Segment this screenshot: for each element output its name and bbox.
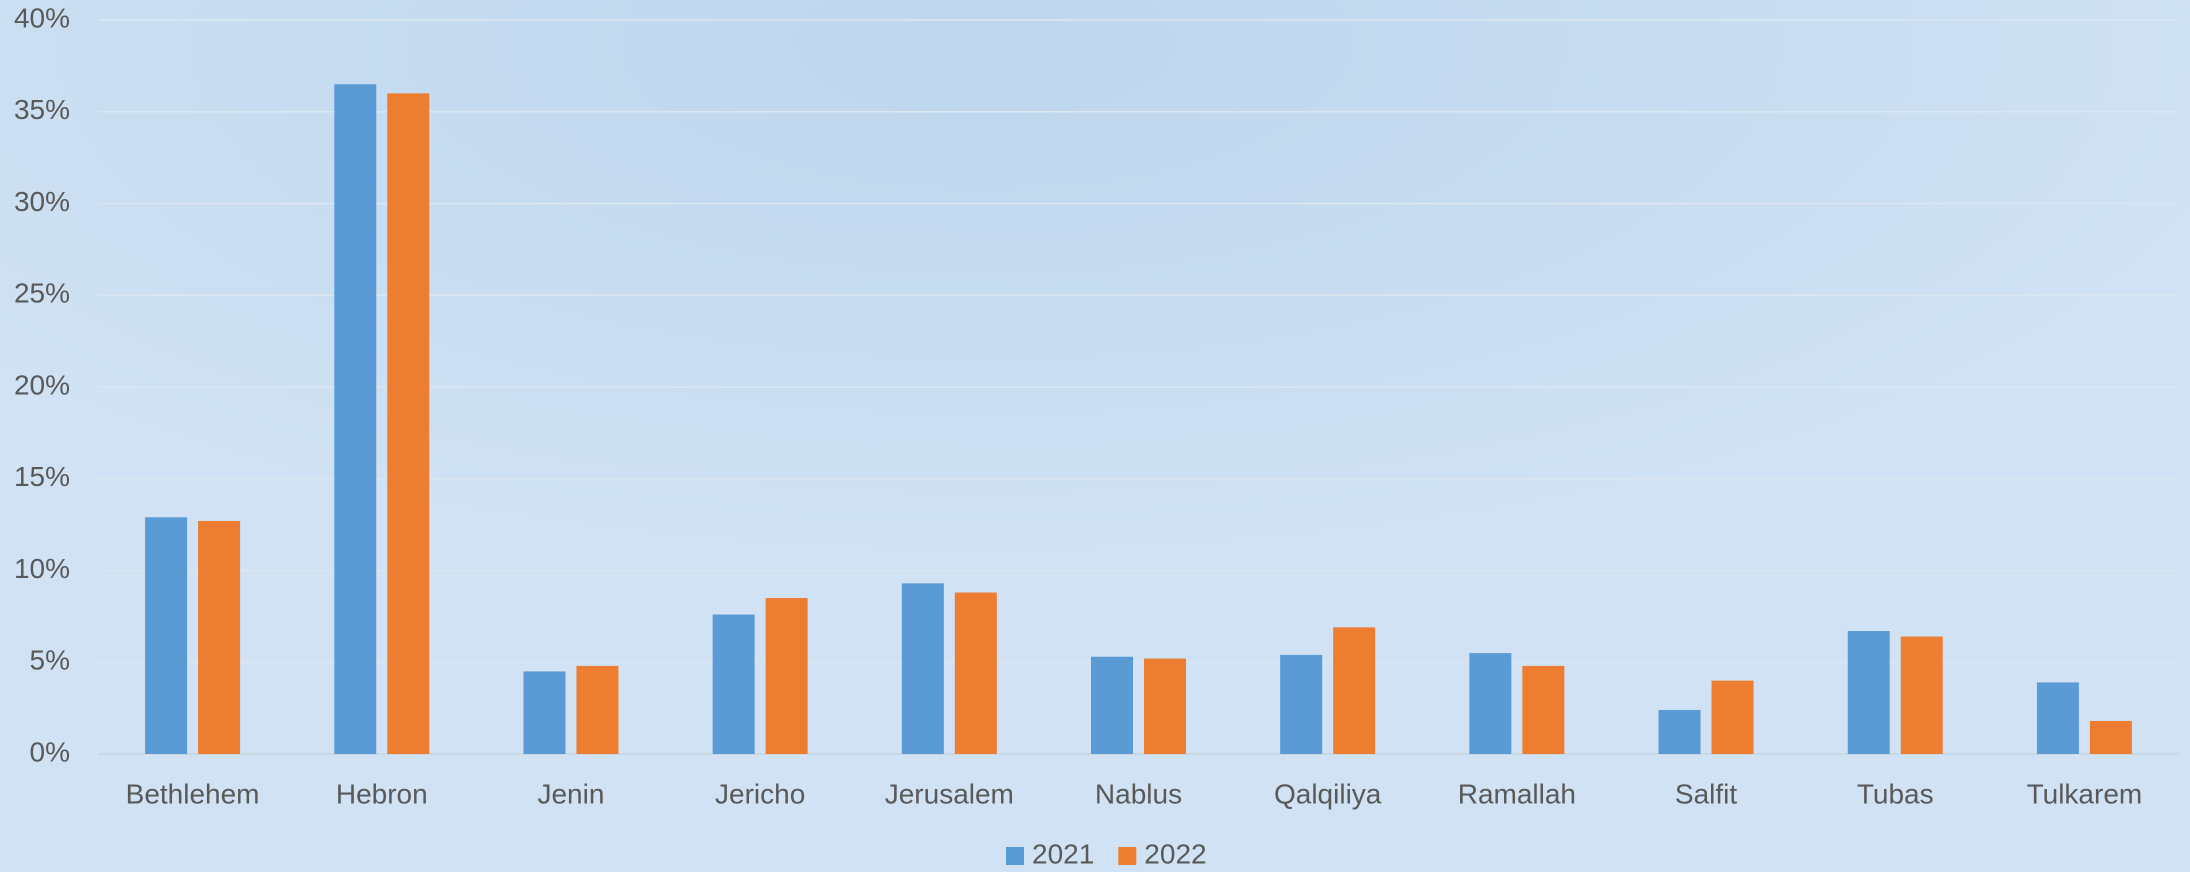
bar — [145, 517, 188, 754]
y-tick-label: 40% — [14, 2, 70, 33]
bar — [1711, 680, 1754, 754]
legend-swatch — [1118, 847, 1137, 865]
x-tick-label: Hebron — [336, 778, 428, 809]
x-tick-label: Salfit — [1675, 778, 1737, 809]
x-tick-label: Bethlehem — [126, 778, 260, 809]
bar — [2036, 682, 2079, 754]
y-tick-label: 25% — [14, 278, 70, 309]
x-tick-label: Tulkarem — [2027, 778, 2143, 809]
bar — [712, 614, 755, 754]
legend-swatch — [1006, 847, 1024, 865]
bar — [523, 671, 566, 754]
x-tick-label: Nablus — [1095, 778, 1182, 809]
x-tick-label: Jenin — [537, 778, 604, 809]
y-tick-label: 0% — [30, 736, 70, 767]
bar — [765, 598, 808, 754]
y-tick-label: 30% — [14, 186, 70, 217]
x-tick-label: Jerusalem — [885, 778, 1014, 809]
y-tick-label: 20% — [14, 369, 70, 400]
bar — [1469, 653, 1512, 754]
x-tick-label: Jericho — [715, 778, 805, 809]
x-tick-label: Ramallah — [1458, 778, 1576, 809]
x-tick-label: Tubas — [1857, 778, 1934, 809]
bar — [1900, 636, 1943, 754]
bar — [954, 592, 997, 754]
bar — [2089, 720, 2132, 754]
y-tick-label: 5% — [30, 645, 70, 676]
bar — [1091, 656, 1133, 754]
y-tick-label: 10% — [14, 553, 70, 584]
bar — [1847, 631, 1890, 754]
y-tick-label: 35% — [14, 94, 70, 125]
bar — [1658, 709, 1701, 754]
bar — [901, 583, 944, 754]
bar — [1522, 665, 1565, 754]
bar — [387, 93, 430, 754]
bar — [334, 84, 377, 755]
bar — [1144, 658, 1186, 754]
y-tick-label: 15% — [14, 461, 70, 492]
legend-label: 2022 — [1144, 838, 1206, 869]
x-tick-label: Qalqiliya — [1274, 778, 1382, 809]
bar — [576, 665, 619, 754]
bar — [1333, 627, 1376, 754]
bar — [198, 520, 241, 754]
bar — [1280, 654, 1323, 754]
legend-label: 2021 — [1032, 838, 1094, 869]
